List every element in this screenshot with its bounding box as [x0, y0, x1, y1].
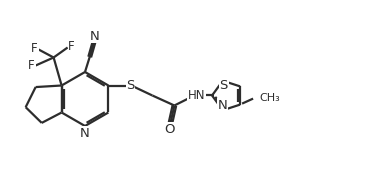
Text: N: N	[90, 29, 100, 43]
Text: O: O	[164, 123, 175, 136]
Text: CH₃: CH₃	[259, 93, 280, 103]
Text: F: F	[68, 40, 75, 53]
Text: N: N	[80, 127, 90, 140]
Text: N: N	[218, 99, 228, 112]
Text: HN: HN	[188, 89, 205, 102]
Text: F: F	[28, 59, 35, 72]
Text: S: S	[220, 79, 228, 92]
Text: F: F	[31, 42, 38, 55]
Text: S: S	[126, 79, 134, 92]
